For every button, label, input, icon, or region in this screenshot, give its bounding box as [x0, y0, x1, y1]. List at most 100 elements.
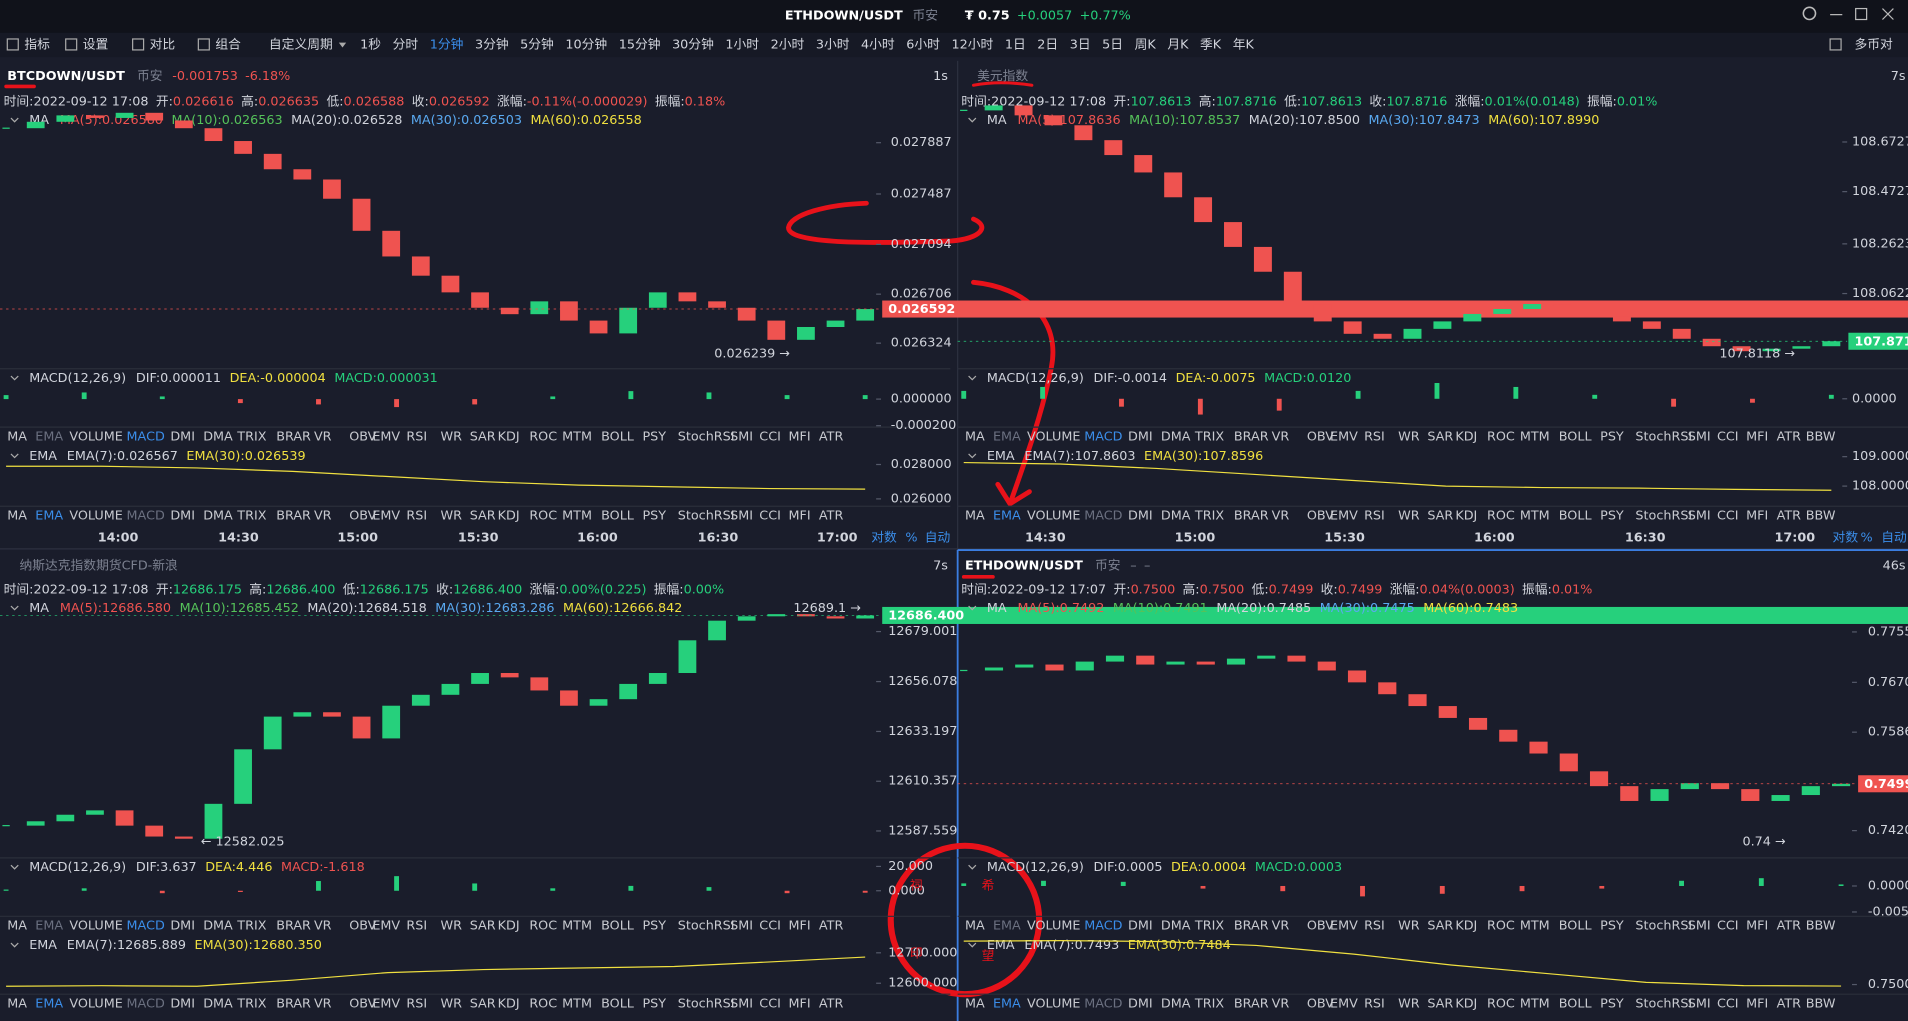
- indicator-tab[interactable]: WR: [440, 429, 462, 444]
- period-button[interactable]: 12小时: [951, 38, 993, 53]
- indicator-tab[interactable]: WR: [1398, 919, 1420, 934]
- indicator-tab[interactable]: EMV: [372, 429, 400, 444]
- indicator-tab[interactable]: ROC: [529, 996, 557, 1011]
- indicator-tab[interactable]: KDJ: [1455, 919, 1477, 934]
- indicator-tab[interactable]: MA: [965, 996, 985, 1011]
- indicator-tab[interactable]: MFI: [789, 919, 811, 934]
- indicator-tab[interactable]: SAR: [470, 508, 496, 523]
- indicator-tab[interactable]: BRAR: [1234, 919, 1269, 934]
- indicator-tab[interactable]: PSY: [642, 508, 666, 523]
- indicator-tab[interactable]: TRIX: [1194, 429, 1224, 444]
- indicator-tab[interactable]: SMI: [1688, 919, 1711, 934]
- indicator-tab[interactable]: KDJ: [1455, 429, 1477, 444]
- period-button[interactable]: 1秒: [360, 38, 381, 53]
- indicator-tab[interactable]: VR: [1272, 996, 1290, 1011]
- indicator-tab[interactable]: ATR: [1777, 919, 1802, 934]
- indicator-tab[interactable]: BRAR: [1234, 996, 1269, 1011]
- indicator-tab[interactable]: VOLUME: [69, 429, 122, 444]
- tool-button[interactable]: 组合: [215, 38, 241, 53]
- indicator-tab[interactable]: BOLL: [1559, 429, 1593, 444]
- indicator-tab[interactable]: EMV: [372, 919, 400, 934]
- indicator-tab[interactable]: MTM: [1520, 508, 1550, 523]
- indicator-tab[interactable]: RSI: [1364, 508, 1385, 523]
- indicator-tab[interactable]: BOLL: [601, 508, 635, 523]
- indicator-tab[interactable]: SAR: [470, 996, 496, 1011]
- layout-icon[interactable]: [1829, 38, 1842, 51]
- indicator-tab[interactable]: EMV: [372, 508, 400, 523]
- indicator-tab[interactable]: SMI: [1688, 429, 1711, 444]
- indicator-tab[interactable]: DMI: [1128, 919, 1153, 934]
- indicator-tab[interactable]: MA: [7, 429, 27, 444]
- indicator-tab[interactable]: BRAR: [276, 429, 311, 444]
- indicator-tab[interactable]: PSY: [1600, 508, 1624, 523]
- indicator-tab[interactable]: MACD: [127, 919, 165, 934]
- indicator-tab[interactable]: ATR: [1777, 996, 1802, 1011]
- indicator-tab[interactable]: BOLL: [601, 429, 635, 444]
- indicator-tab[interactable]: StochRSI: [1635, 429, 1692, 444]
- indicator-tab[interactable]: EMA: [35, 919, 63, 934]
- indicator-tab[interactable]: WR: [440, 996, 462, 1011]
- indicator-tab[interactable]: BBW: [1806, 919, 1836, 934]
- period-button[interactable]: 5分钟: [520, 37, 554, 53]
- indicator-tab[interactable]: OBV: [1307, 996, 1334, 1011]
- indicator-tab[interactable]: DMI: [170, 996, 195, 1011]
- indicator-tab[interactable]: RSI: [1364, 919, 1385, 934]
- indicator-tab[interactable]: VOLUME: [1027, 508, 1080, 523]
- period-button[interactable]: 15分钟: [619, 37, 661, 53]
- indicator-tab[interactable]: DMA: [1161, 429, 1191, 444]
- period-button[interactable]: 4小时: [861, 38, 895, 53]
- indicator-tab[interactable]: PSY: [642, 996, 666, 1011]
- indicator-tab[interactable]: MACD: [1084, 508, 1122, 523]
- period-button[interactable]: 周K: [1135, 38, 1157, 53]
- axis-option[interactable]: %: [905, 530, 917, 545]
- indicator-tab[interactable]: MACD: [127, 996, 165, 1011]
- indicator-tab[interactable]: StochRSI: [678, 919, 735, 934]
- axis-option[interactable]: %: [1861, 530, 1873, 545]
- indicator-tab[interactable]: ATR: [819, 996, 844, 1011]
- period-button[interactable]: 3日: [1070, 38, 1091, 53]
- period-button[interactable]: 1小时: [725, 38, 759, 53]
- indicator-tab[interactable]: MTM: [562, 508, 592, 523]
- indicator-tab[interactable]: DMA: [203, 919, 233, 934]
- indicator-tab[interactable]: DMA: [203, 996, 233, 1011]
- indicator-tab[interactable]: CCI: [1717, 508, 1739, 523]
- period-button[interactable]: 5日: [1102, 38, 1123, 53]
- indicator-tab[interactable]: CCI: [1717, 429, 1739, 444]
- indicator-tab[interactable]: EMV: [1330, 996, 1358, 1011]
- indicator-tab[interactable]: BBW: [1806, 996, 1836, 1011]
- indicator-tab[interactable]: SAR: [470, 429, 496, 444]
- indicator-tab[interactable]: DMA: [203, 429, 233, 444]
- indicator-tab[interactable]: MFI: [1746, 429, 1768, 444]
- indicator-tab[interactable]: VR: [314, 508, 332, 523]
- indicator-tab[interactable]: EMV: [1330, 919, 1358, 934]
- indicator-tab[interactable]: KDJ: [1455, 508, 1477, 523]
- indicator-tab[interactable]: EMA: [35, 429, 63, 444]
- indicator-tab[interactable]: StochRSI: [678, 508, 735, 523]
- indicator-tab[interactable]: OBV: [1307, 508, 1334, 523]
- indicator-tab[interactable]: ROC: [529, 508, 557, 523]
- indicator-tab[interactable]: ROC: [1487, 429, 1515, 444]
- indicator-tab[interactable]: MA: [7, 996, 27, 1011]
- indicator-tab[interactable]: MTM: [562, 919, 592, 934]
- indicator-tab[interactable]: MTM: [562, 429, 592, 444]
- indicator-tab[interactable]: SAR: [1427, 996, 1453, 1011]
- indicator-tab[interactable]: ATR: [1777, 429, 1802, 444]
- indicator-tab[interactable]: SAR: [1427, 429, 1453, 444]
- indicator-tab[interactable]: BRAR: [276, 508, 311, 523]
- indicator-tab[interactable]: CCI: [759, 996, 781, 1011]
- indicator-tab[interactable]: BOLL: [1559, 996, 1593, 1011]
- indicator-tab[interactable]: TRIX: [236, 996, 266, 1011]
- indicator-tab[interactable]: EMV: [1330, 429, 1358, 444]
- custom-period[interactable]: 自定义周期: [269, 38, 333, 53]
- indicator-tab[interactable]: MTM: [562, 996, 592, 1011]
- search-icon[interactable]: [1802, 6, 1817, 21]
- indicator-tab[interactable]: KDJ: [498, 996, 520, 1011]
- close-icon[interactable]: [1882, 8, 1894, 20]
- indicator-tab[interactable]: BBW: [1806, 429, 1836, 444]
- indicator-tab[interactable]: TRIX: [1194, 996, 1224, 1011]
- indicator-tab[interactable]: MACD: [1084, 919, 1122, 934]
- indicator-tab[interactable]: MTM: [1520, 919, 1550, 934]
- indicator-tab[interactable]: BRAR: [276, 996, 311, 1011]
- period-button[interactable]: 1分钟: [430, 37, 464, 53]
- indicator-tab[interactable]: EMA: [993, 919, 1021, 934]
